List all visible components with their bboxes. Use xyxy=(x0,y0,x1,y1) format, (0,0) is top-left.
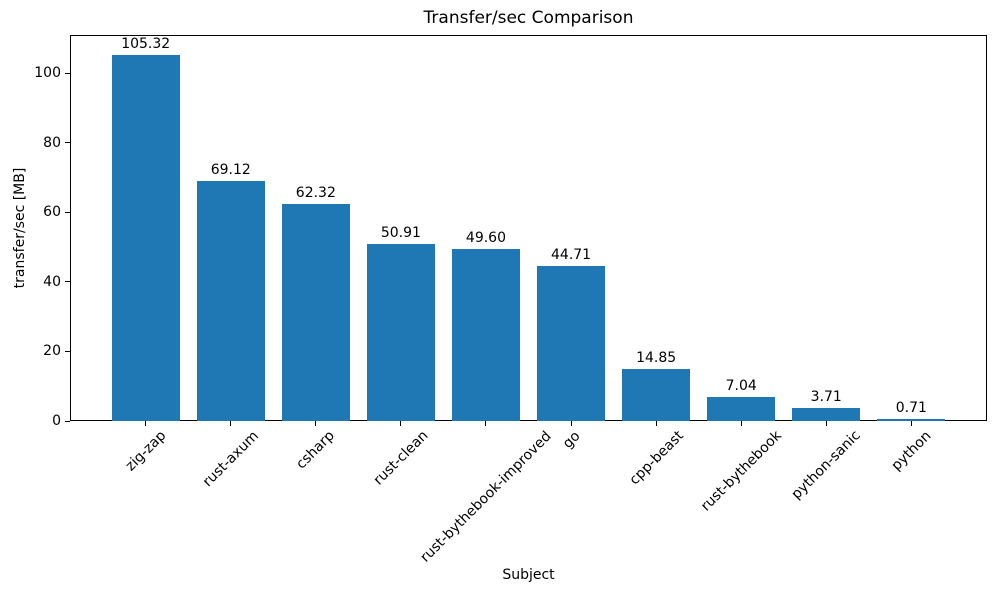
bar xyxy=(537,265,606,421)
x-tick-label: go xyxy=(559,427,584,452)
y-axis-label: transfer/sec [MB] xyxy=(12,167,28,289)
y-tick-mark xyxy=(65,142,70,144)
x-tick-label: cpp-beast xyxy=(626,427,687,489)
x-tick-mark xyxy=(315,421,317,426)
bar-value-label: 44.71 xyxy=(551,246,592,263)
x-tick-label: python xyxy=(888,427,935,474)
bar-value-label: 105.32 xyxy=(121,35,171,52)
bar-value-label: 49.60 xyxy=(465,229,507,246)
x-tick-mark xyxy=(570,421,572,426)
bar-value-label: 3.71 xyxy=(810,389,842,406)
y-tick-label: 40 xyxy=(43,273,61,290)
bar-value-label: 62.32 xyxy=(295,185,336,202)
bar xyxy=(196,180,265,421)
y-tick-label: 0 xyxy=(52,413,61,429)
bar xyxy=(792,408,861,421)
x-tick-mark xyxy=(910,421,912,426)
x-tick-mark xyxy=(145,421,147,426)
x-tick-mark xyxy=(740,421,742,426)
bar xyxy=(622,369,691,421)
x-tick-label: zig-zap xyxy=(122,427,170,475)
y-tick-label: 60 xyxy=(43,204,61,221)
bar xyxy=(111,54,180,421)
plot-area: 105.32 zig-zap 69.12 rust-axum 62.32 csharp 50… xyxy=(65,35,987,565)
x-tick-label: rust-axum xyxy=(199,428,262,491)
y-tick-mark xyxy=(65,420,70,422)
bar-value-label: 7.04 xyxy=(725,377,757,394)
chart-title: Transfer/sec Comparison xyxy=(423,8,634,28)
y-tick-mark xyxy=(65,350,70,352)
y-tick-label: 20 xyxy=(43,343,61,360)
x-tick-mark xyxy=(655,421,657,426)
x-axis-label: Subject xyxy=(502,567,555,583)
x-tick-label: rust-bythebook-improved xyxy=(417,427,555,566)
x-tick-mark xyxy=(485,421,487,426)
y-tick-label: 80 xyxy=(43,134,61,151)
bar xyxy=(366,243,435,421)
y-tick-label: 100 xyxy=(34,65,61,82)
bar xyxy=(281,204,350,421)
bar xyxy=(877,418,946,421)
x-tick-mark xyxy=(400,421,402,426)
bar-value-label: 69.12 xyxy=(210,161,251,178)
x-tick-mark xyxy=(230,421,232,426)
x-tick-label: rust-bythebook xyxy=(697,428,785,515)
bar-value-label: 14.85 xyxy=(636,350,677,367)
bar-value-label: 50.91 xyxy=(380,224,421,241)
bar xyxy=(451,248,520,421)
x-tick-label: csharp xyxy=(293,427,339,473)
y-tick-mark xyxy=(65,211,70,213)
bar xyxy=(707,396,776,421)
x-tick-label: python-sanic xyxy=(788,427,865,504)
x-tick-label: rust-clean xyxy=(370,427,432,489)
bar-value-label: 0.71 xyxy=(895,399,927,416)
y-tick-mark xyxy=(65,281,70,283)
y-tick-mark xyxy=(65,72,70,74)
x-tick-mark xyxy=(825,421,827,426)
